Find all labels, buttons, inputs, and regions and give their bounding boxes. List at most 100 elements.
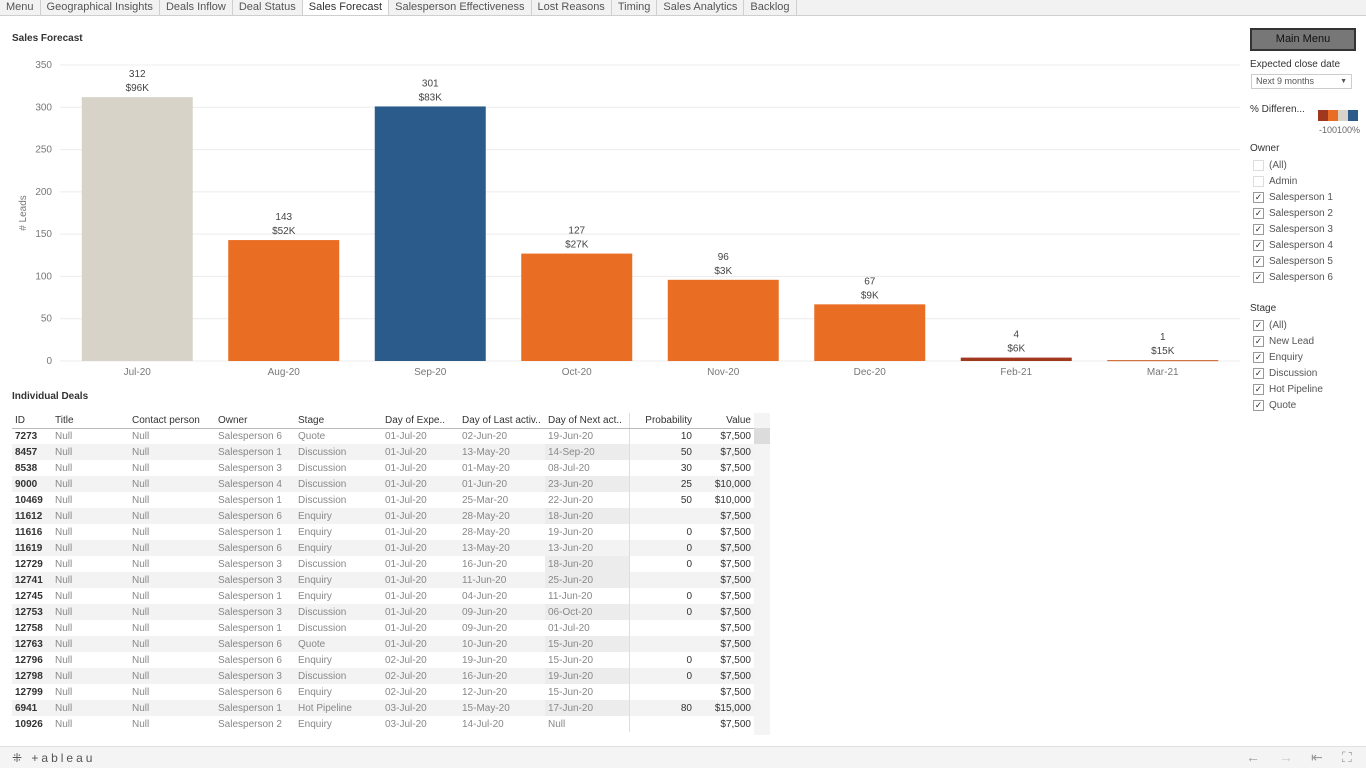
table-cell: 02-Jul-20 xyxy=(382,668,459,684)
table-row[interactable]: 12745 Null Null Salesperson 1 Enquiry 01-Jul-… xyxy=(12,588,754,604)
checkbox-checked[interactable]: ✓ xyxy=(1253,255,1264,267)
filter-option-salesperson-2[interactable]: ✓ Salesperson 2 xyxy=(1253,206,1333,220)
deals-table-container[interactable]: ID Title Contact person Owner Stage Day of Ex… xyxy=(12,413,770,735)
tab-deals-inflow[interactable]: Deals Inflow xyxy=(159,0,233,15)
checkbox-checked[interactable]: ✓ xyxy=(1253,351,1264,363)
table-cell: Enquiry xyxy=(295,508,382,524)
tableau-logo-icon: ⁜ xyxy=(12,751,26,765)
column-header[interactable]: Stage xyxy=(295,413,382,429)
checkbox-checked[interactable]: ✓ xyxy=(1253,367,1264,379)
tab-timing[interactable]: Timing xyxy=(611,0,658,15)
back-arrow-icon[interactable]: ← xyxy=(1246,749,1260,765)
filter-option-admin[interactable]: Admin xyxy=(1253,174,1297,188)
checkbox-checked[interactable]: ✓ xyxy=(1253,191,1264,203)
tab-sales-analytics[interactable]: Sales Analytics xyxy=(657,0,745,15)
table-row[interactable]: 6941 Null Null Salesperson 1 Hot Pipeline 03-… xyxy=(12,700,754,716)
column-header[interactable]: Contact person xyxy=(129,413,215,429)
expected-close-label: Expected close date xyxy=(1250,59,1341,70)
filter-option-discussion[interactable]: ✓ Discussion xyxy=(1253,366,1317,380)
filter-option-hot-pipeline[interactable]: ✓ Hot Pipeline xyxy=(1253,382,1323,396)
checkbox-checked[interactable]: ✓ xyxy=(1253,271,1264,283)
column-header[interactable]: Title xyxy=(52,413,129,429)
filter-option-new-lead[interactable]: ✓ New Lead xyxy=(1253,334,1314,348)
table-cell: $15,000 xyxy=(695,700,754,716)
tab-sales-forecast[interactable]: Sales Forecast xyxy=(302,0,390,15)
fullscreen-icon[interactable]: ⛶ xyxy=(1342,749,1352,765)
table-cell: Enquiry xyxy=(295,572,382,588)
table-row[interactable]: 8457 Null Null Salesperson 1 Discussion 01-Ju… xyxy=(12,444,754,460)
tab-backlog[interactable]: Backlog xyxy=(744,0,797,15)
checkbox-unchecked[interactable] xyxy=(1253,175,1264,187)
main-menu-button[interactable]: Main Menu xyxy=(1250,28,1356,51)
filter-option-quote[interactable]: ✓ Quote xyxy=(1253,398,1296,412)
y-tick-label: 0 xyxy=(46,356,52,367)
table-cell: 0 xyxy=(629,540,695,556)
filter-option-salesperson-3[interactable]: ✓ Salesperson 3 xyxy=(1253,222,1333,236)
checkbox-checked[interactable]: ✓ xyxy=(1253,207,1264,219)
first-page-icon[interactable]: ⇤ xyxy=(1311,749,1323,765)
table-row[interactable]: 10469 Null Null Salesperson 1 Discussion 01-J… xyxy=(12,492,754,508)
table-cell: 03-Jul-20 xyxy=(382,700,459,716)
checkbox-checked[interactable]: ✓ xyxy=(1253,239,1264,251)
bar xyxy=(960,357,1072,361)
table-cell: Discussion xyxy=(295,460,382,476)
checkbox-checked[interactable]: ✓ xyxy=(1253,383,1264,395)
table-row[interactable]: 12741 Null Null Salesperson 3 Enquiry 01-Jul-… xyxy=(12,572,754,588)
filter-option-enquiry[interactable]: ✓ Enquiry xyxy=(1253,350,1303,364)
filter-option-all[interactable]: (All) xyxy=(1253,158,1287,172)
checkbox-checked[interactable]: ✓ xyxy=(1253,223,1264,235)
checkbox-unchecked[interactable] xyxy=(1253,159,1264,171)
owner-filter-label: Owner xyxy=(1250,143,1280,154)
table-cell: 01-Jul-20 xyxy=(382,444,459,460)
table-row[interactable]: 8538 Null Null Salesperson 3 Discussion 01-Ju… xyxy=(12,460,754,476)
table-row[interactable]: 12763 Null Null Salesperson 6 Quote 01-Jul-20… xyxy=(12,636,754,652)
column-header[interactable]: ID xyxy=(12,413,52,429)
table-row[interactable]: 12729 Null Null Salesperson 3 Discussion 01-J… xyxy=(12,556,754,572)
column-header[interactable]: Day of Last activ.. xyxy=(459,413,545,429)
table-cell xyxy=(629,572,695,588)
filter-option-salesperson-5[interactable]: ✓ Salesperson 5 xyxy=(1253,254,1333,268)
table-cell: 10 xyxy=(629,428,695,444)
filter-option-all[interactable]: ✓ (All) xyxy=(1253,318,1287,332)
expected-close-dropdown[interactable]: Next 9 months ▼ xyxy=(1251,74,1352,89)
tab-geographical-insights[interactable]: Geographical Insights xyxy=(40,0,160,15)
column-header[interactable]: Day of Next act.. xyxy=(545,413,630,429)
filter-option-salesperson-4[interactable]: ✓ Salesperson 4 xyxy=(1253,238,1333,252)
table-row[interactable]: 10926 Null Null Salesperson 2 Enquiry 03-Jul-… xyxy=(12,716,754,732)
table-scrollbar[interactable] xyxy=(754,413,770,735)
table-row[interactable]: 12799 Null Null Salesperson 6 Enquiry 02-Jul-… xyxy=(12,684,754,700)
table-row[interactable]: 12798 Null Null Salesperson 3 Discussion 02-J… xyxy=(12,668,754,684)
tab-lost-reasons[interactable]: Lost Reasons xyxy=(531,0,612,15)
tab-deal-status[interactable]: Deal Status xyxy=(232,0,303,15)
table-row[interactable]: 12753 Null Null Salesperson 3 Discussion 01-J… xyxy=(12,604,754,620)
table-cell: 01-Jul-20 xyxy=(382,460,459,476)
filter-option-salesperson-1[interactable]: ✓ Salesperson 1 xyxy=(1253,190,1333,204)
table-scroll-thumb[interactable] xyxy=(754,428,770,444)
column-header[interactable]: Owner xyxy=(215,413,295,429)
table-row[interactable]: 11612 Null Null Salesperson 6 Enquiry 01-Jul-… xyxy=(12,508,754,524)
table-row[interactable]: 11619 Null Null Salesperson 6 Enquiry 01-Jul-… xyxy=(12,540,754,556)
table-row[interactable]: 9000 Null Null Salesperson 4 Discussion 01-Ju… xyxy=(12,476,754,492)
column-header[interactable]: Value xyxy=(695,413,754,429)
table-row[interactable]: 12796 Null Null Salesperson 6 Enquiry 02-Jul-… xyxy=(12,652,754,668)
bar xyxy=(81,97,193,361)
table-cell: Null xyxy=(545,716,630,732)
table-row[interactable]: 12758 Null Null Salesperson 1 Discussion 01-J… xyxy=(12,620,754,636)
table-cell: 09-Jun-20 xyxy=(459,620,545,636)
table-row[interactable]: 11616 Null Null Salesperson 1 Enquiry 01-Jul-… xyxy=(12,524,754,540)
checkbox-checked[interactable]: ✓ xyxy=(1253,319,1264,331)
checkbox-checked[interactable]: ✓ xyxy=(1253,335,1264,347)
table-cell: 16-Jun-20 xyxy=(459,668,545,684)
table-cell: 9000 xyxy=(12,476,52,492)
forward-arrow-icon[interactable]: → xyxy=(1279,749,1293,765)
column-header[interactable]: Probability xyxy=(629,413,695,429)
tab-menu[interactable]: Menu xyxy=(0,0,41,15)
tab-salesperson-effectiveness[interactable]: Salesperson Effectiveness xyxy=(389,0,532,15)
table-row[interactable]: 7273 Null Null Salesperson 6 Quote 01-Jul-20 0… xyxy=(12,428,754,444)
filter-option-salesperson-6[interactable]: ✓ Salesperson 6 xyxy=(1253,270,1333,284)
table-cell: 12-Jun-20 xyxy=(459,684,545,700)
pct-diff-label: % Differen... xyxy=(1250,104,1305,115)
checkbox-checked[interactable]: ✓ xyxy=(1253,399,1264,411)
table-cell: Enquiry xyxy=(295,716,382,732)
column-header[interactable]: Day of Expe.. xyxy=(382,413,459,429)
